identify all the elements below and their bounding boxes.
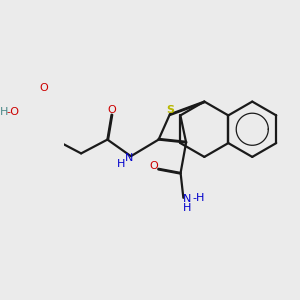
Text: O: O — [107, 105, 116, 115]
Text: N: N — [125, 153, 134, 164]
Text: H: H — [183, 203, 192, 213]
Text: S: S — [166, 105, 174, 115]
Text: -O: -O — [7, 107, 20, 118]
Text: H: H — [117, 159, 125, 169]
Text: O: O — [149, 161, 158, 171]
Text: N: N — [183, 194, 192, 204]
Text: -H: -H — [192, 194, 205, 203]
Text: O: O — [39, 82, 48, 93]
Text: H: H — [0, 107, 8, 118]
